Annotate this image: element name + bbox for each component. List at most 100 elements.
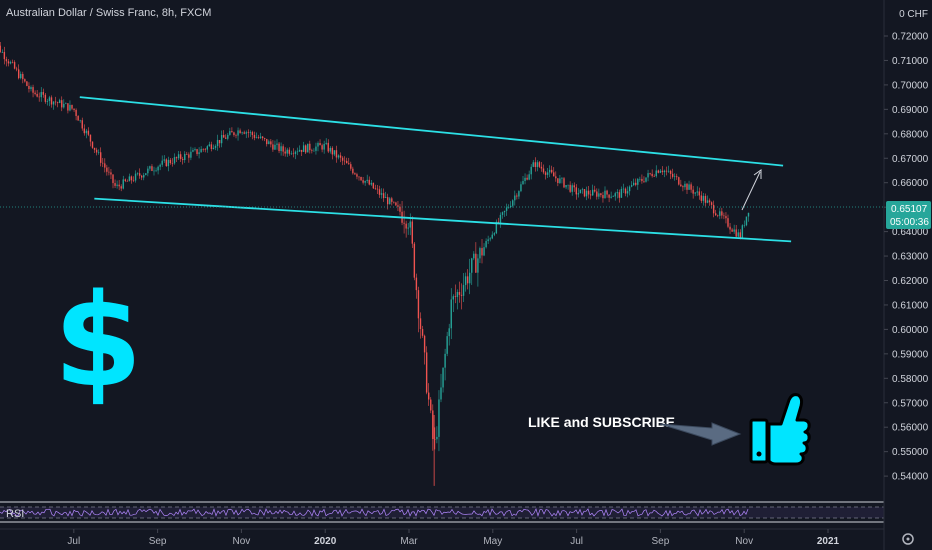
candle-body: [249, 132, 252, 133]
candles[interactable]: [0, 33, 750, 486]
candle-body: [450, 299, 452, 329]
candle-body: [376, 188, 379, 190]
x-tick-label: May: [483, 536, 502, 547]
candle-body: [372, 182, 375, 189]
candle-body: [116, 184, 118, 186]
candle-body: [688, 184, 690, 190]
candle-body: [393, 201, 395, 203]
candle-body: [436, 436, 438, 440]
candle-body: [565, 185, 567, 188]
candle-body: [647, 173, 649, 178]
channel-upper-line[interactable]: [79, 96, 784, 167]
candle-body: [665, 170, 668, 172]
candle-body: [335, 150, 338, 158]
candle-body: [747, 212, 750, 217]
candle-body: [223, 135, 225, 138]
rsi-pane[interactable]: RSI: [0, 501, 884, 523]
candle-body: [520, 184, 522, 192]
candle-body: [114, 183, 116, 186]
candle-body: [143, 175, 145, 178]
candle-body: [319, 142, 321, 146]
candle-body: [655, 170, 657, 177]
currency-label: 0 CHF: [899, 9, 928, 20]
y-tick-label: 0.55000: [892, 447, 929, 458]
candle-body: [514, 195, 516, 201]
candle-body: [678, 177, 680, 185]
candle-body: [177, 154, 180, 159]
trend-channel[interactable]: [79, 96, 792, 243]
candle-body: [327, 142, 329, 152]
candle-body: [251, 132, 254, 135]
channel-lower-line[interactable]: [94, 197, 792, 243]
candle-body: [325, 142, 327, 144]
candle-body: [3, 51, 6, 60]
candle-body: [38, 96, 40, 98]
candle-body: [311, 150, 313, 151]
candle-body: [93, 147, 96, 150]
candle-body: [624, 188, 627, 194]
candle-body: [362, 180, 364, 183]
candle-body: [712, 204, 715, 214]
candle-body: [696, 191, 698, 193]
candle-body: [717, 215, 719, 216]
candle-body: [553, 172, 555, 177]
candle-body: [130, 176, 133, 181]
candle-body: [425, 352, 428, 393]
candle-body: [30, 87, 32, 90]
candle-body: [79, 120, 81, 121]
candle-body: [397, 205, 399, 207]
candle-body: [302, 145, 305, 152]
time-axis[interactable]: MayJulSepNov2020MarMayJulSepNov2021: [0, 529, 840, 547]
candle-body: [235, 135, 237, 136]
candle-body: [69, 104, 71, 111]
candle-body: [268, 141, 270, 145]
dollar-sign: $: [53, 267, 142, 416]
candle-body: [7, 61, 10, 64]
candle-body: [563, 178, 565, 188]
candle-body: [333, 150, 336, 155]
candle-body: [637, 179, 639, 185]
candle-body: [729, 226, 731, 230]
candle-body: [610, 196, 612, 198]
candle-body: [626, 191, 629, 194]
candle-body: [469, 272, 471, 284]
x-tick-label: Nov: [233, 536, 251, 547]
candle-body: [651, 173, 653, 177]
candle-body: [126, 181, 129, 182]
gear-icon[interactable]: [902, 533, 914, 545]
candle-body: [602, 195, 604, 199]
candle-body: [48, 97, 51, 102]
candle-body: [208, 144, 211, 147]
candle-body: [635, 182, 637, 185]
candle-body: [112, 174, 114, 184]
candle-body: [575, 187, 577, 195]
candle-body: [616, 192, 618, 194]
candle-body: [479, 248, 481, 259]
candle-body: [305, 145, 307, 153]
candle-body: [725, 216, 727, 219]
candle-body: [294, 151, 297, 155]
candle-body: [225, 137, 227, 139]
candle-body: [530, 166, 532, 175]
candle-body: [161, 160, 163, 165]
candle-body: [528, 174, 530, 180]
candle-body: [378, 189, 381, 195]
candle-body: [286, 149, 288, 154]
candle-body: [253, 134, 256, 138]
candle-body: [120, 186, 122, 189]
candle-body: [438, 399, 440, 437]
candle-body: [577, 193, 580, 195]
candle-body: [145, 173, 147, 176]
candle-body: [704, 195, 707, 203]
candle-body: [405, 223, 407, 229]
candle-body: [454, 296, 457, 298]
pointer-arrow: [659, 422, 742, 446]
candle-body: [132, 180, 135, 181]
candle-body: [608, 194, 610, 198]
candle-body: [28, 85, 30, 90]
y-tick-label: 0.64000: [892, 227, 929, 238]
candle-body: [585, 190, 588, 197]
candle-body: [583, 189, 586, 197]
candle-body: [280, 146, 282, 152]
